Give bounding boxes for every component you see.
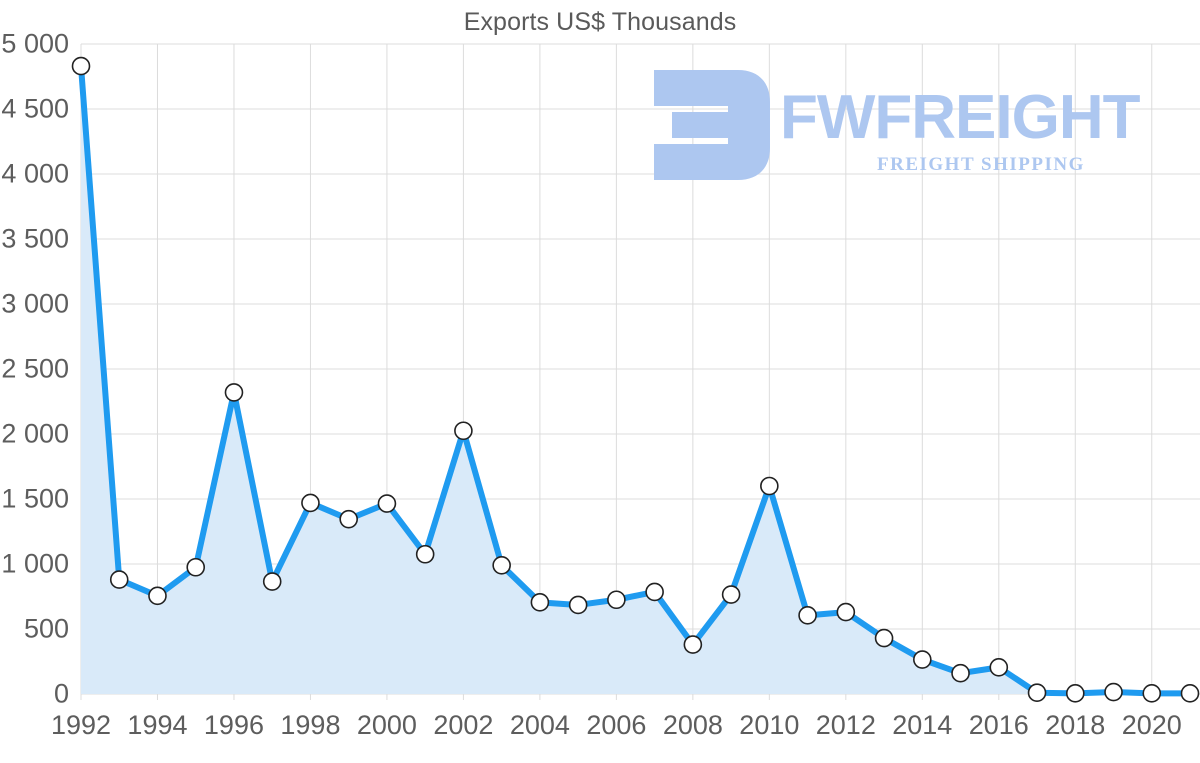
data-point-marker[interactable]	[186, 557, 206, 577]
data-point-marker[interactable]	[377, 494, 397, 513]
data-point-marker[interactable]	[1180, 684, 1200, 703]
data-point-marker[interactable]	[339, 509, 358, 529]
data-point-marker[interactable]	[568, 595, 588, 615]
series-area-fill	[81, 66, 1190, 695]
data-point-marker[interactable]	[71, 56, 91, 76]
data-point-marker[interactable]	[1065, 684, 1085, 703]
data-point-marker[interactable]	[109, 570, 129, 589]
data-point-marker[interactable]	[148, 586, 167, 606]
data-point-marker[interactable]	[607, 590, 626, 610]
data-point-marker[interactable]	[492, 555, 511, 575]
data-point-marker[interactable]	[721, 585, 741, 604]
data-point-marker[interactable]	[989, 658, 1009, 677]
series-markers	[71, 56, 1200, 703]
data-point-marker[interactable]	[454, 421, 473, 441]
data-point-marker[interactable]	[645, 582, 664, 602]
data-point-marker[interactable]	[224, 383, 244, 402]
data-point-marker[interactable]	[913, 650, 932, 669]
data-point-marker[interactable]	[301, 493, 320, 513]
data-point-marker[interactable]	[874, 628, 894, 648]
data-point-marker[interactable]	[415, 544, 435, 564]
data-point-marker[interactable]	[1142, 684, 1162, 703]
chart-title: Exports US$ Thousands	[463, 8, 737, 36]
data-point-marker[interactable]	[1027, 683, 1047, 703]
data-point-marker[interactable]	[951, 663, 970, 683]
data-point-marker[interactable]	[1104, 682, 1123, 702]
data-point-marker[interactable]	[262, 572, 282, 591]
data-point-marker[interactable]	[530, 593, 550, 612]
data-point-marker[interactable]	[760, 476, 779, 496]
data-point-marker[interactable]	[683, 635, 703, 654]
data-point-marker[interactable]	[836, 602, 856, 622]
data-point-marker[interactable]	[798, 606, 817, 625]
